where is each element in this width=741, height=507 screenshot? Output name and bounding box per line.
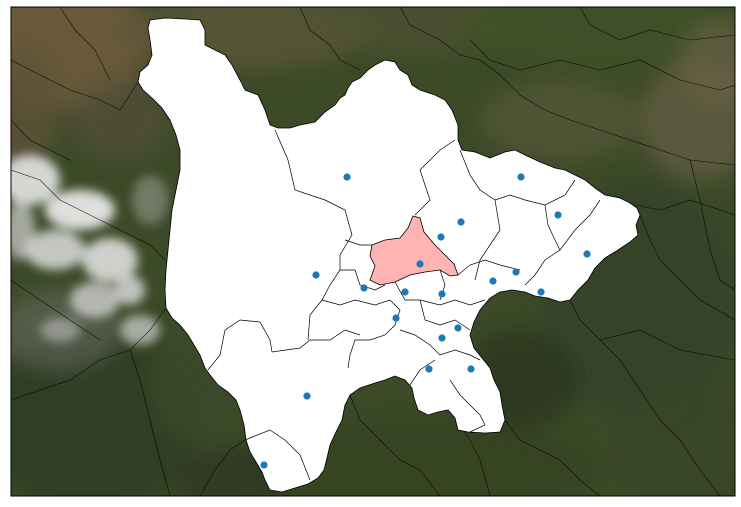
prefecture-marker bbox=[512, 268, 520, 276]
prefecture-marker bbox=[537, 288, 545, 296]
terrain-patch bbox=[680, 20, 735, 100]
prefecture-boundary-line bbox=[207, 319, 361, 371]
prefecture-boundary-line bbox=[457, 259, 521, 276]
snow-patch bbox=[115, 275, 145, 305]
neighbor-boundary-line bbox=[399, 7, 735, 166]
neighbor-boundary-line bbox=[299, 7, 361, 71]
prefecture-marker bbox=[392, 314, 400, 322]
prefecture-boundary-line bbox=[474, 199, 501, 281]
prefecture-marker bbox=[401, 288, 409, 296]
prefecture-markers bbox=[260, 173, 591, 469]
neighbor-boundary-line bbox=[634, 199, 735, 216]
prefecture-boundary-line bbox=[449, 379, 486, 433]
terrain-patch bbox=[70, 80, 170, 160]
snow-cover-texture bbox=[11, 155, 168, 345]
neighbor-boundary-line bbox=[599, 329, 735, 361]
prefecture-marker bbox=[438, 334, 446, 342]
prefecture-marker bbox=[438, 290, 446, 298]
neighbor-boundaries bbox=[11, 7, 735, 496]
neighbor-boundary-line bbox=[469, 39, 735, 91]
prefecture-marker bbox=[517, 173, 525, 181]
prefecture-marker bbox=[583, 250, 591, 258]
prefecture-marker bbox=[416, 260, 424, 268]
prefecture-marker bbox=[457, 218, 465, 226]
snow-patch bbox=[120, 315, 160, 345]
prefecture-marker bbox=[454, 324, 462, 332]
prefecture-boundary-line bbox=[414, 139, 456, 216]
neighbor-boundary-line bbox=[11, 169, 166, 261]
neighbor-boundary-line bbox=[579, 7, 735, 41]
prefecture-marker bbox=[425, 365, 433, 373]
prefecture-marker bbox=[343, 173, 351, 181]
neighbor-boundary-line bbox=[11, 279, 101, 341]
prefecture-boundary-line bbox=[399, 329, 481, 361]
terrain-patch bbox=[11, 50, 60, 170]
prefecture-boundary-line bbox=[544, 204, 561, 251]
prefecture-boundary-line bbox=[340, 269, 386, 291]
snow-patch bbox=[40, 318, 80, 342]
neighbor-boundary-line bbox=[129, 349, 171, 496]
neighbor-boundary-line bbox=[569, 299, 721, 496]
snow-patch bbox=[11, 200, 35, 260]
prefecture-boundary-line bbox=[419, 299, 471, 331]
snow-patch bbox=[11, 155, 60, 205]
prefecture-boundary-line bbox=[344, 239, 372, 246]
terrain-patch bbox=[480, 80, 640, 160]
neighbor-boundary-line bbox=[504, 419, 601, 496]
prefecture-boundary-line bbox=[244, 429, 311, 481]
map-frame bbox=[10, 6, 736, 497]
neighbor-boundary-line bbox=[11, 119, 71, 161]
neighbor-boundary-line bbox=[11, 307, 167, 401]
neighbor-boundary-line bbox=[59, 7, 111, 81]
prefecture-boundary-line bbox=[394, 281, 486, 306]
prefecture-marker bbox=[360, 284, 368, 292]
prefecture-marker bbox=[437, 233, 445, 241]
snow-patch bbox=[25, 230, 85, 270]
prefecture-boundary-line bbox=[409, 359, 436, 386]
snow-patch bbox=[70, 282, 120, 318]
prefecture-marker bbox=[467, 365, 475, 373]
prefecture-boundary-line bbox=[459, 149, 576, 206]
neighbor-boundary-line bbox=[349, 394, 441, 496]
snow-patch bbox=[132, 175, 168, 225]
prefecture-boundary-line bbox=[524, 199, 601, 286]
neighbor-boundary-line bbox=[11, 59, 139, 111]
prefecture-boundary-line bbox=[274, 129, 353, 341]
prefecture-marker bbox=[312, 271, 320, 279]
neighbor-boundary-line bbox=[199, 439, 246, 496]
terrain-patch bbox=[460, 7, 735, 70]
prefecture-marker bbox=[303, 392, 311, 400]
terrain-patch bbox=[610, 390, 735, 496]
prefecture-marker bbox=[489, 277, 497, 285]
neighbor-boundary-line bbox=[689, 159, 735, 291]
snow-patch bbox=[82, 238, 138, 282]
prefecture-marker bbox=[260, 461, 268, 469]
prefecture-marker bbox=[554, 211, 562, 219]
prefecture-boundaries bbox=[207, 129, 601, 481]
province-region bbox=[137, 17, 641, 493]
neighbor-boundary-line bbox=[639, 214, 735, 321]
